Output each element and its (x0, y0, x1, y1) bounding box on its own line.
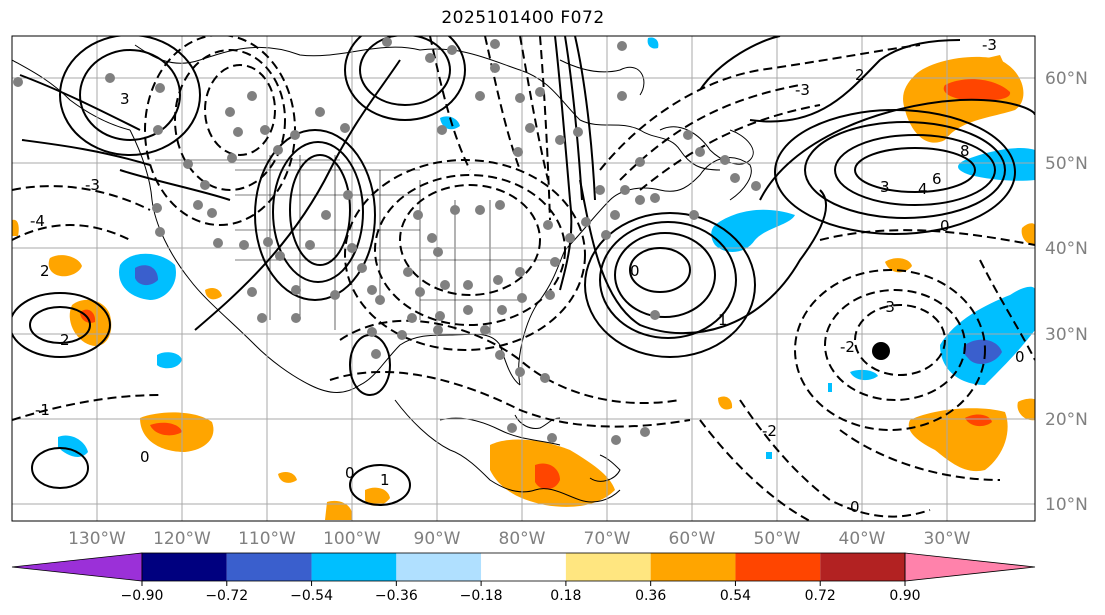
longitude-label: 40°W (839, 529, 886, 549)
colorbar-segment (650, 553, 736, 581)
colorbar-segment (820, 553, 905, 581)
longitude-label: 100°W (323, 529, 381, 549)
contour-label: -3 (795, 81, 810, 99)
contour-label: -3 (880, 298, 895, 316)
contour-label: -3 (85, 176, 100, 194)
latitude-label: 40°N (1045, 239, 1088, 259)
longitude-label: 130°W (68, 529, 126, 549)
colorbar-extend-min (11, 552, 143, 582)
lat-lon-grid (12, 36, 1035, 521)
colorbar-tick-label: 0.18 (550, 588, 581, 604)
map-frame-border (11, 35, 1036, 522)
contour-label: 1 (380, 471, 390, 489)
colorbar-tick-label: −0.72 (205, 588, 248, 604)
colorbar-segment (735, 553, 821, 581)
longitude-labels: 130°W 120°W 110°W 100°W 90°W 80°W 70°W 6… (68, 529, 971, 549)
colorbar-segment (481, 553, 566, 581)
contour-label: -2 (762, 422, 777, 440)
contour-label: 0 (345, 464, 355, 482)
contour-label: 2 (60, 331, 70, 349)
contour-label: -2 (840, 338, 855, 356)
location-marker (872, 342, 890, 360)
state-borders (155, 155, 560, 335)
colorbar-segment (311, 553, 397, 581)
colorbar-tick-label: 0.54 (720, 588, 751, 604)
colorbar-segment (226, 553, 312, 581)
contour-label: 2 (40, 262, 50, 280)
latitude-label: 60°N (1045, 69, 1088, 89)
dashed-contours (12, 36, 1035, 521)
longitude-label: 70°W (584, 529, 631, 549)
latitude-label: 30°N (1045, 325, 1088, 345)
colorbar (11, 552, 1036, 586)
contour-label: 2 (855, 66, 865, 84)
contour-label: 4 (918, 180, 928, 198)
contour-label: 0 (850, 498, 860, 516)
colorbar-tick-label: −0.36 (375, 588, 418, 604)
longitude-label: 60°W (669, 529, 716, 549)
contour-label: 1 (718, 311, 728, 329)
contour-label: 0 (140, 448, 150, 466)
longitude-label: 120°W (153, 529, 211, 549)
colorbar-tick-label: −0.54 (290, 588, 333, 604)
colorbar-tick-label: 0.36 (635, 588, 666, 604)
latitude-label: 50°N (1045, 154, 1088, 174)
colorbar-tick-label: 0.90 (889, 588, 920, 604)
colorbar-tick-label: −0.18 (460, 588, 503, 604)
contour-label: 0 (940, 217, 950, 235)
longitude-label: 80°W (499, 529, 546, 549)
colorbar-tick-labels: −0.90 −0.72 −0.54 −0.36 −0.18 0.18 0.36 0.54 0.7… (121, 588, 921, 604)
latitude-label: 20°N (1045, 410, 1088, 430)
map-title: 2025101400 F072 (441, 8, 605, 28)
longitude-label: 110°W (238, 529, 296, 549)
contour-label: -3 (982, 36, 997, 54)
longitude-label: 90°W (414, 529, 461, 549)
contour-label: 8 (960, 142, 970, 160)
colorbar-tick-label: −0.90 (121, 588, 164, 604)
contour-label: 0 (630, 262, 640, 280)
contour-label: -4 (30, 212, 45, 230)
colorbar-segment (396, 553, 482, 581)
colorbar-extend-max (904, 552, 1036, 582)
latitude-labels: 60°N 50°N 40°N 30°N 20°N 10°N (1045, 69, 1088, 515)
colorbar-segment (142, 553, 227, 581)
longitude-label: 50°W (754, 529, 801, 549)
contour-label: 3 (120, 90, 130, 108)
colorbar-tick-label: 0.72 (805, 588, 836, 604)
longitude-label: 30°W (924, 529, 971, 549)
colorbar-segment (565, 553, 651, 581)
contour-label: 0 (1015, 348, 1025, 366)
contour-labels: 3 2 1 0 0 -1 -2 -2 -3 -4 4 6 8 3 -3 -3 2… (30, 36, 1025, 516)
contour-label: 3 (880, 178, 890, 196)
contour-label: 6 (932, 170, 942, 188)
colorbar-border (141, 552, 906, 582)
station-markers (13, 37, 761, 445)
solid-contours (12, 36, 1035, 506)
contour-label: -1 (35, 401, 50, 419)
latitude-label: 10°N (1045, 495, 1088, 515)
